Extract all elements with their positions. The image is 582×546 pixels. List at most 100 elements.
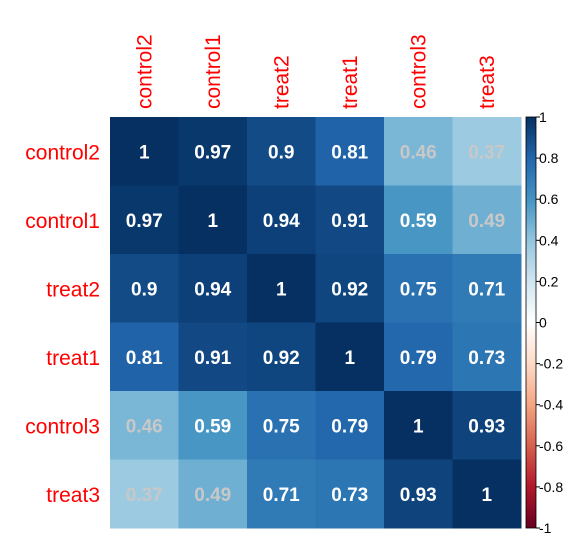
heatmap-cell: [384, 185, 453, 255]
heatmap-cell: [315, 391, 385, 460]
heatmap-cell: [315, 117, 385, 186]
color-legend-tick-label: -0.6: [539, 438, 563, 454]
cell-value-label: 0.71: [468, 279, 505, 300]
heatmap-cell: [178, 185, 248, 255]
cell-value-label: 0.92: [331, 279, 368, 300]
cell-value-label: 0.37: [126, 485, 163, 506]
cell-value-label: 0.73: [468, 348, 505, 369]
cell-value-label: 0.75: [400, 279, 437, 300]
color-legend-tick-label: -0.2: [539, 356, 563, 372]
color-legend-tick-label: 0: [539, 315, 547, 331]
heatmap-cell: [315, 322, 385, 392]
color-legend-bar: [525, 116, 537, 529]
row-label: treat1: [46, 347, 100, 370]
column-label: control2: [133, 34, 156, 109]
heatmap-cell: [110, 254, 179, 323]
cell-value-label: 0.81: [126, 348, 163, 369]
heatmap-cell: [384, 459, 453, 529]
heatmap-cell: [247, 254, 316, 323]
heatmap-cell: [247, 391, 316, 460]
cell-value-label: 0.93: [468, 416, 505, 437]
cell-value-label: 1: [207, 211, 218, 232]
cell-value-label: 1: [413, 416, 424, 437]
heatmap-cell: [247, 185, 316, 255]
color-legend-tick-label: 0.2: [539, 273, 559, 289]
heatmap-cells: [110, 117, 522, 529]
cell-value-label: 0.9: [131, 279, 157, 300]
row-labels: control2 control1 treat2 treat1 control3 trea…: [25, 141, 100, 507]
column-label: treat3: [476, 55, 499, 109]
cell-value-label: 1: [481, 485, 492, 506]
heatmap-cell: [452, 117, 522, 186]
heatmap-cell: [452, 391, 522, 460]
heatmap-value-labels: 1 0.97 0.9 0.81 0.46 0.37 0.97 1 0.94 0.91 0.59 0.4…: [126, 142, 506, 506]
cell-value-label: 0.97: [126, 211, 163, 232]
heatmap-cell: [315, 459, 385, 529]
heatmap-cell: [452, 185, 522, 255]
cell-value-label: 1: [276, 279, 287, 300]
cell-value-label: 0.79: [400, 348, 437, 369]
heatmap-cell: [452, 322, 522, 392]
heatmap-cell: [178, 322, 248, 392]
column-label: treat2: [270, 55, 293, 109]
heatmap-cell: [178, 391, 248, 460]
cell-value-label: 0.71: [263, 485, 300, 506]
color-legend-tick-label: -0.4: [539, 397, 563, 413]
column-label: control3: [407, 34, 430, 109]
row-label: control1: [25, 210, 100, 233]
row-label: control2: [25, 141, 100, 164]
row-label: control3: [25, 415, 100, 438]
cell-value-label: 0.91: [331, 211, 368, 232]
heatmap-cell: [452, 459, 522, 529]
color-legend-tick-label: 0.8: [539, 150, 559, 166]
heatmap-cell: [384, 117, 453, 186]
cell-value-label: 0.79: [331, 416, 368, 437]
cell-value-label: 0.46: [400, 142, 437, 163]
cell-value-label: 0.91: [194, 348, 231, 369]
color-legend-tick-label: -1: [539, 520, 552, 536]
heatmap-cell: [110, 117, 179, 186]
heatmap-cell: [178, 117, 248, 186]
heatmap-cell: [384, 391, 453, 460]
cell-value-label: 0.93: [400, 485, 437, 506]
cell-value-label: 0.49: [194, 485, 231, 506]
column-labels: control2 control1 treat2 treat1 control3 trea…: [133, 34, 499, 109]
cell-value-label: 0.59: [194, 416, 231, 437]
cell-value-label: 1: [344, 348, 355, 369]
row-label: treat3: [46, 484, 100, 507]
cell-value-label: 0.59: [400, 211, 437, 232]
cell-value-label: 0.75: [263, 416, 300, 437]
heatmap-cell: [247, 322, 316, 392]
color-legend-tick-label: 1: [539, 109, 547, 125]
heatmap-cell: [247, 117, 316, 186]
heatmap-cell: [315, 185, 385, 255]
cell-value-label: 0.37: [468, 142, 505, 163]
color-legend-tick-label: 0.4: [539, 232, 559, 248]
row-label: treat2: [46, 278, 100, 301]
cell-value-label: 0.46: [126, 416, 163, 437]
heatmap-cell: [178, 459, 248, 529]
heatmap-cell: [110, 459, 179, 529]
color-legend: 1 0.8 0.6 0.4 0.2 0 -0.2 -0.4 -0.6 -0.8 -1: [525, 109, 563, 536]
cell-value-label: 0.49: [468, 211, 505, 232]
cell-value-label: 0.81: [331, 142, 368, 163]
cell-value-label: 0.94: [194, 279, 231, 300]
heatmap-cell: [384, 254, 453, 323]
heatmap-cell: [384, 322, 453, 392]
cell-value-label: 0.94: [263, 211, 300, 232]
cell-value-label: 1: [139, 142, 150, 163]
color-legend-tick-label: 0.6: [539, 191, 559, 207]
heatmap-cell: [110, 391, 179, 460]
cell-value-label: 0.97: [194, 142, 231, 163]
heatmap-cell: [247, 459, 316, 529]
heatmap-cell: [315, 254, 385, 323]
column-label: control1: [202, 34, 225, 109]
cell-value-label: 0.92: [263, 348, 300, 369]
heatmap-cell: [110, 322, 179, 392]
heatmap-cell: [452, 254, 522, 323]
heatmap-cell: [110, 185, 179, 255]
color-legend-tick-label: -0.8: [539, 479, 563, 495]
heatmap-cell: [178, 254, 248, 323]
cell-value-label: 0.73: [331, 485, 368, 506]
